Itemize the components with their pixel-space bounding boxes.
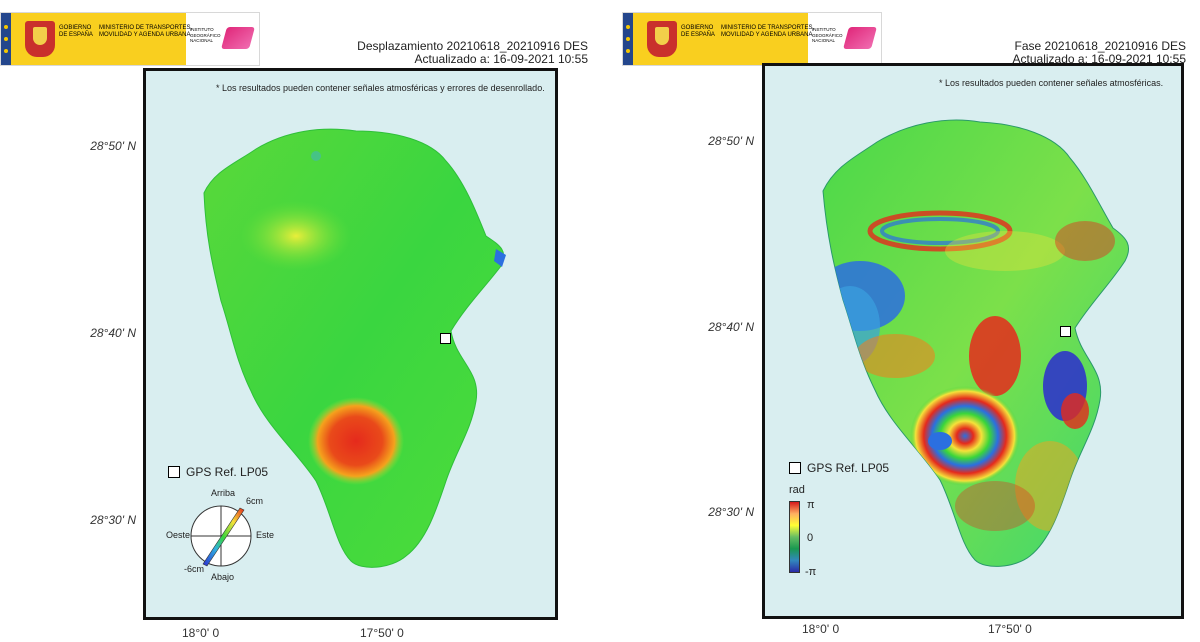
map-note: * Los resultados pueden contener señales…	[939, 78, 1164, 88]
lat-label-south: 28°30' N	[90, 513, 136, 527]
coat-of-arms-icon	[25, 21, 55, 57]
ign-logo-icon	[843, 27, 877, 49]
phase-colorbar	[789, 501, 800, 573]
gps-legend-label: GPS Ref. LP05	[807, 461, 890, 475]
gps-legend: GPS Ref. LP05	[789, 461, 889, 475]
phase-panel: GOBIERNO DE ESPAÑA MINISTERIO DE TRANSPO…	[600, 0, 1200, 642]
gps-station-marker[interactable]	[440, 333, 451, 344]
logo-ministerio-text: MINISTERIO DE TRANSPORTES, MOVILIDAD Y A…	[721, 25, 815, 38]
lon-label-east: 17°50' 0	[988, 622, 1032, 636]
logo-ministerio-text: MINISTERIO DE TRANSPORTES, MOVILIDAD Y A…	[99, 25, 193, 38]
ign-logo-icon	[221, 27, 255, 49]
displacement-panel: GOBIERNO DE ESPAÑA MINISTERIO DE TRANSPO…	[0, 12, 588, 640]
colorbar-max-label: π	[807, 499, 815, 511]
title-text: Desplazamiento 20210618_20210916 DES	[357, 39, 588, 53]
displacement-compass: Arriba 6cm Oeste Este -6cm Abajo	[166, 486, 276, 586]
logo-ign-text: INSTITUTO GEOGRÁFICO NACIONAL	[190, 27, 221, 43]
government-logo: GOBIERNO DE ESPAÑA MINISTERIO DE TRANSPO…	[0, 12, 260, 66]
compass-east-label: Este	[256, 530, 275, 540]
map-note: * Los resultados pueden contener señales…	[216, 83, 545, 93]
lat-label-mid: 28°40' N	[90, 326, 136, 340]
eu-flag-icon	[623, 13, 633, 65]
government-logo: GOBIERNO DE ESPAÑA MINISTERIO DE TRANSPO…	[622, 12, 882, 66]
compass-rose-icon	[190, 505, 252, 567]
logo-gobierno-text: GOBIERNO DE ESPAÑA	[59, 25, 93, 38]
gps-station-marker[interactable]	[1060, 326, 1071, 337]
updated-text: Actualizado a: 16-09-2021 10:55	[1012, 52, 1186, 66]
gps-legend: GPS Ref. LP05	[168, 465, 268, 479]
compass-west-label: Oeste	[166, 530, 191, 540]
compass-up-label: Arriba	[211, 488, 236, 498]
lat-label-south: 28°30' N	[708, 505, 754, 519]
logo-ign-text: INSTITUTO GEOGRÁFICO NACIONAL	[812, 27, 843, 43]
updated-text: Actualizado a: 16-09-2021 10:55	[414, 52, 588, 66]
lat-label-north: 28°50' N	[708, 134, 754, 148]
map-title: Desplazamiento 20210618_20210916 DES Act…	[357, 40, 588, 66]
gps-legend-label: GPS Ref. LP05	[186, 465, 269, 479]
coat-of-arms-icon	[647, 21, 677, 57]
phase-map[interactable]: * Los resultados pueden contener señales…	[762, 63, 1184, 619]
lon-label-east: 17°50' 0	[360, 626, 404, 640]
gps-square-icon	[168, 466, 180, 478]
eu-flag-icon	[1, 13, 11, 65]
lon-label-west: 18°0' 0	[802, 622, 840, 636]
title-text: Fase 20210618_20210916 DES	[1014, 39, 1186, 53]
logo-gobierno-text: GOBIERNO DE ESPAÑA	[681, 25, 715, 38]
compass-max-label: 6cm	[246, 496, 264, 506]
island-shape	[822, 119, 1129, 567]
colorbar-min-label: -π	[805, 566, 817, 578]
lon-label-west: 18°0' 0	[182, 626, 220, 640]
displacement-map[interactable]: * Los resultados pueden contener señales…	[143, 68, 558, 620]
map-title: Fase 20210618_20210916 DES Actualizado a…	[1013, 40, 1186, 66]
compass-down-label: Abajo	[211, 572, 235, 582]
colorbar-mid-label: 0	[807, 532, 814, 544]
lat-label-mid: 28°40' N	[708, 320, 754, 334]
gps-square-icon	[789, 462, 801, 474]
island-shape	[203, 128, 506, 568]
compass-min-label: -6cm	[184, 564, 204, 574]
colorbar-unit-label: rad	[789, 484, 805, 496]
lat-label-north: 28°50' N	[90, 139, 136, 153]
